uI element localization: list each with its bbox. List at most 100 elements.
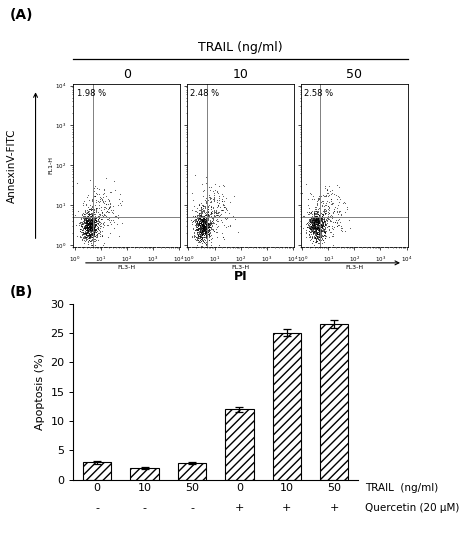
Point <box>198 235 206 244</box>
Point <box>196 233 203 241</box>
Point <box>196 236 204 244</box>
Point <box>201 209 209 217</box>
Point <box>329 208 337 217</box>
Point <box>321 208 328 217</box>
Point <box>312 214 319 222</box>
Point <box>317 225 325 234</box>
Point <box>209 214 217 223</box>
Point <box>312 216 319 224</box>
Point <box>319 210 327 218</box>
Point <box>307 217 315 226</box>
Point <box>320 225 328 234</box>
Point <box>87 219 95 228</box>
Point <box>85 233 93 242</box>
Point <box>89 210 96 219</box>
Point <box>82 215 89 224</box>
Point <box>310 221 318 230</box>
Point <box>325 209 332 217</box>
Point <box>196 231 203 240</box>
Point <box>313 212 321 221</box>
Point <box>201 219 209 228</box>
Point <box>315 232 323 241</box>
Point <box>318 220 325 229</box>
Point <box>319 236 327 244</box>
Point <box>86 221 94 230</box>
Point <box>222 223 230 231</box>
Point <box>322 228 329 237</box>
Point <box>87 230 94 239</box>
Point <box>305 216 313 225</box>
Point <box>92 216 100 225</box>
Point <box>202 219 210 228</box>
Point <box>207 222 215 231</box>
Point <box>205 209 212 218</box>
Point <box>312 216 319 225</box>
Point <box>195 222 202 230</box>
Point <box>203 217 211 225</box>
Point <box>84 216 91 225</box>
Point <box>202 241 210 250</box>
Point <box>86 234 94 243</box>
Point <box>311 205 319 214</box>
Point <box>314 215 322 223</box>
Point <box>198 229 206 238</box>
Point <box>311 214 319 223</box>
Point <box>87 233 95 241</box>
Point <box>316 225 324 234</box>
Point <box>197 215 204 223</box>
Point <box>80 219 87 228</box>
Point <box>318 218 326 227</box>
Point <box>90 212 98 221</box>
Point <box>79 222 86 230</box>
Point <box>198 230 206 239</box>
Point <box>314 204 322 213</box>
Point <box>309 212 316 221</box>
Point <box>82 233 90 241</box>
Point <box>78 211 86 220</box>
Point <box>320 231 328 240</box>
Text: 50: 50 <box>327 483 341 493</box>
Point <box>86 221 94 229</box>
Point <box>200 237 208 246</box>
Point <box>317 214 325 223</box>
Point <box>311 227 319 236</box>
Point <box>200 230 207 238</box>
Point <box>96 212 104 221</box>
Point <box>313 224 320 233</box>
Point <box>100 197 107 205</box>
Point <box>326 186 334 195</box>
Point <box>193 211 201 220</box>
Point <box>329 230 337 238</box>
Point <box>77 225 84 234</box>
Point <box>315 194 322 203</box>
Point <box>201 217 209 225</box>
Point <box>89 230 96 239</box>
Point <box>309 220 317 228</box>
Point <box>82 229 89 237</box>
Point <box>196 236 203 245</box>
Point <box>102 191 110 200</box>
Point <box>317 228 324 236</box>
Point <box>85 228 93 237</box>
Point <box>319 197 326 205</box>
Point <box>192 220 200 229</box>
Point <box>208 208 215 216</box>
Point <box>193 216 201 225</box>
Point <box>88 217 96 226</box>
Point <box>199 187 206 196</box>
Point <box>84 225 92 234</box>
Point <box>198 221 206 230</box>
Point <box>202 217 210 226</box>
Point <box>92 198 100 207</box>
Point <box>309 221 316 229</box>
Point <box>80 222 88 231</box>
Point <box>208 209 215 217</box>
Point <box>78 230 85 238</box>
Point <box>89 214 97 223</box>
Point <box>192 216 200 225</box>
Point <box>311 217 319 225</box>
Point <box>97 211 104 220</box>
Point <box>200 221 208 229</box>
Point <box>307 234 315 243</box>
Point <box>90 218 98 227</box>
